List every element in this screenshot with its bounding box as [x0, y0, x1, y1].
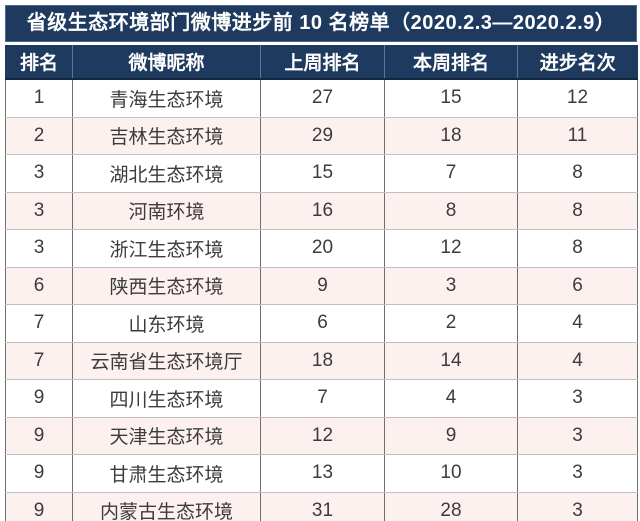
- weibo-name-cell: 陕西生态环境: [72, 267, 261, 305]
- improvement-cell: 4: [517, 342, 638, 380]
- this-week-rank-cell: 9: [384, 417, 518, 455]
- this-week-rank-cell: 18: [384, 117, 518, 155]
- table-container: 省级生态环境部门微博进步前 10 名榜单（2020.2.3—2020.2.9） …: [5, 5, 638, 521]
- weibo-name-cell: 内蒙古生态环境: [72, 492, 261, 521]
- rank-cell: 3: [5, 229, 73, 268]
- header-row: 排名 微博昵称 上周排名 本周排名 进步名次: [5, 45, 638, 80]
- rank-cell: 7: [5, 342, 73, 380]
- improvement-cell: 8: [517, 229, 638, 268]
- improvement-cell: 8: [517, 192, 638, 230]
- rank-cell: 9: [5, 379, 73, 418]
- weibo-name-cell: 湖北生态环境: [72, 154, 261, 193]
- rank-cell: 7: [5, 304, 73, 343]
- last-week-rank-cell: 13: [260, 454, 385, 493]
- improvement-cell: 6: [517, 267, 638, 305]
- col-header-rank: 排名: [5, 45, 73, 80]
- weibo-name-cell: 四川生态环境: [72, 379, 261, 418]
- this-week-rank-cell: 4: [384, 379, 518, 418]
- table-row: 3 浙江生态环境 20 12 8: [5, 229, 638, 268]
- table-row: 9 四川生态环境 7 4 3: [5, 379, 638, 418]
- rank-cell: 2: [5, 117, 73, 155]
- rank-cell: 3: [5, 154, 73, 193]
- last-week-rank-cell: 31: [260, 492, 385, 521]
- weibo-name-cell: 云南省生态环境厅: [72, 342, 261, 380]
- table-row: 1 青海生态环境 27 15 12: [5, 79, 638, 118]
- improvement-cell: 12: [517, 79, 638, 118]
- rank-cell: 6: [5, 267, 73, 305]
- improvement-cell: 4: [517, 304, 638, 343]
- improvement-cell: 11: [517, 117, 638, 155]
- table-row: 6 陕西生态环境 9 3 6: [5, 267, 638, 305]
- rank-cell: 3: [5, 192, 73, 230]
- col-header-last-week-rank: 上周排名: [260, 45, 385, 80]
- rank-cell: 1: [5, 79, 73, 118]
- table-row: 9 甘肃生态环境 13 10 3: [5, 454, 638, 493]
- table-row: 2 吉林生态环境 29 18 11: [5, 117, 638, 155]
- this-week-rank-cell: 10: [384, 454, 518, 493]
- weibo-name-cell: 河南环境: [72, 192, 261, 230]
- table-row: 9 天津生态环境 12 9 3: [5, 417, 638, 455]
- this-week-rank-cell: 28: [384, 492, 518, 521]
- weibo-name-cell: 青海生态环境: [72, 79, 261, 118]
- this-week-rank-cell: 14: [384, 342, 518, 380]
- last-week-rank-cell: 12: [260, 417, 385, 455]
- col-header-improvement: 进步名次: [517, 45, 638, 80]
- improvement-cell: 3: [517, 454, 638, 493]
- rank-cell: 9: [5, 454, 73, 493]
- table-body: 1 青海生态环境 27 15 12 2 吉林生态环境 29 18 11 3 湖北…: [5, 79, 638, 521]
- last-week-rank-cell: 15: [260, 154, 385, 193]
- last-week-rank-cell: 18: [260, 342, 385, 380]
- rank-cell: 9: [5, 417, 73, 455]
- improvement-cell: 3: [517, 492, 638, 521]
- weibo-name-cell: 浙江生态环境: [72, 229, 261, 268]
- last-week-rank-cell: 20: [260, 229, 385, 268]
- last-week-rank-cell: 16: [260, 192, 385, 230]
- table-row: 3 河南环境 16 8 8: [5, 192, 638, 230]
- last-week-rank-cell: 9: [260, 267, 385, 305]
- last-week-rank-cell: 27: [260, 79, 385, 118]
- last-week-rank-cell: 29: [260, 117, 385, 155]
- table-row: 9 内蒙古生态环境 31 28 3: [5, 492, 638, 521]
- weibo-name-cell: 天津生态环境: [72, 417, 261, 455]
- table-row: 7 山东环境 6 2 4: [5, 304, 638, 343]
- this-week-rank-cell: 7: [384, 154, 518, 193]
- weibo-name-cell: 吉林生态环境: [72, 117, 261, 155]
- improvement-cell: 8: [517, 154, 638, 193]
- last-week-rank-cell: 7: [260, 379, 385, 418]
- this-week-rank-cell: 15: [384, 79, 518, 118]
- improvement-cell: 3: [517, 417, 638, 455]
- last-week-rank-cell: 6: [260, 304, 385, 343]
- this-week-rank-cell: 2: [384, 304, 518, 343]
- this-week-rank-cell: 3: [384, 267, 518, 305]
- table-row: 3 湖北生态环境 15 7 8: [5, 154, 638, 193]
- weibo-name-cell: 甘肃生态环境: [72, 454, 261, 493]
- col-header-weibo-name: 微博昵称: [72, 45, 261, 80]
- this-week-rank-cell: 12: [384, 229, 518, 268]
- col-header-this-week-rank: 本周排名: [384, 45, 518, 80]
- rank-cell: 9: [5, 492, 73, 521]
- improvement-cell: 3: [517, 379, 638, 418]
- table-row: 7 云南省生态环境厅 18 14 4: [5, 342, 638, 380]
- table-title: 省级生态环境部门微博进步前 10 名榜单（2020.2.3—2020.2.9）: [5, 5, 637, 42]
- weibo-name-cell: 山东环境: [72, 304, 261, 343]
- this-week-rank-cell: 8: [384, 192, 518, 230]
- ranking-table: 排名 微博昵称 上周排名 本周排名 进步名次 1 青海生态环境 27 15 12…: [5, 45, 638, 521]
